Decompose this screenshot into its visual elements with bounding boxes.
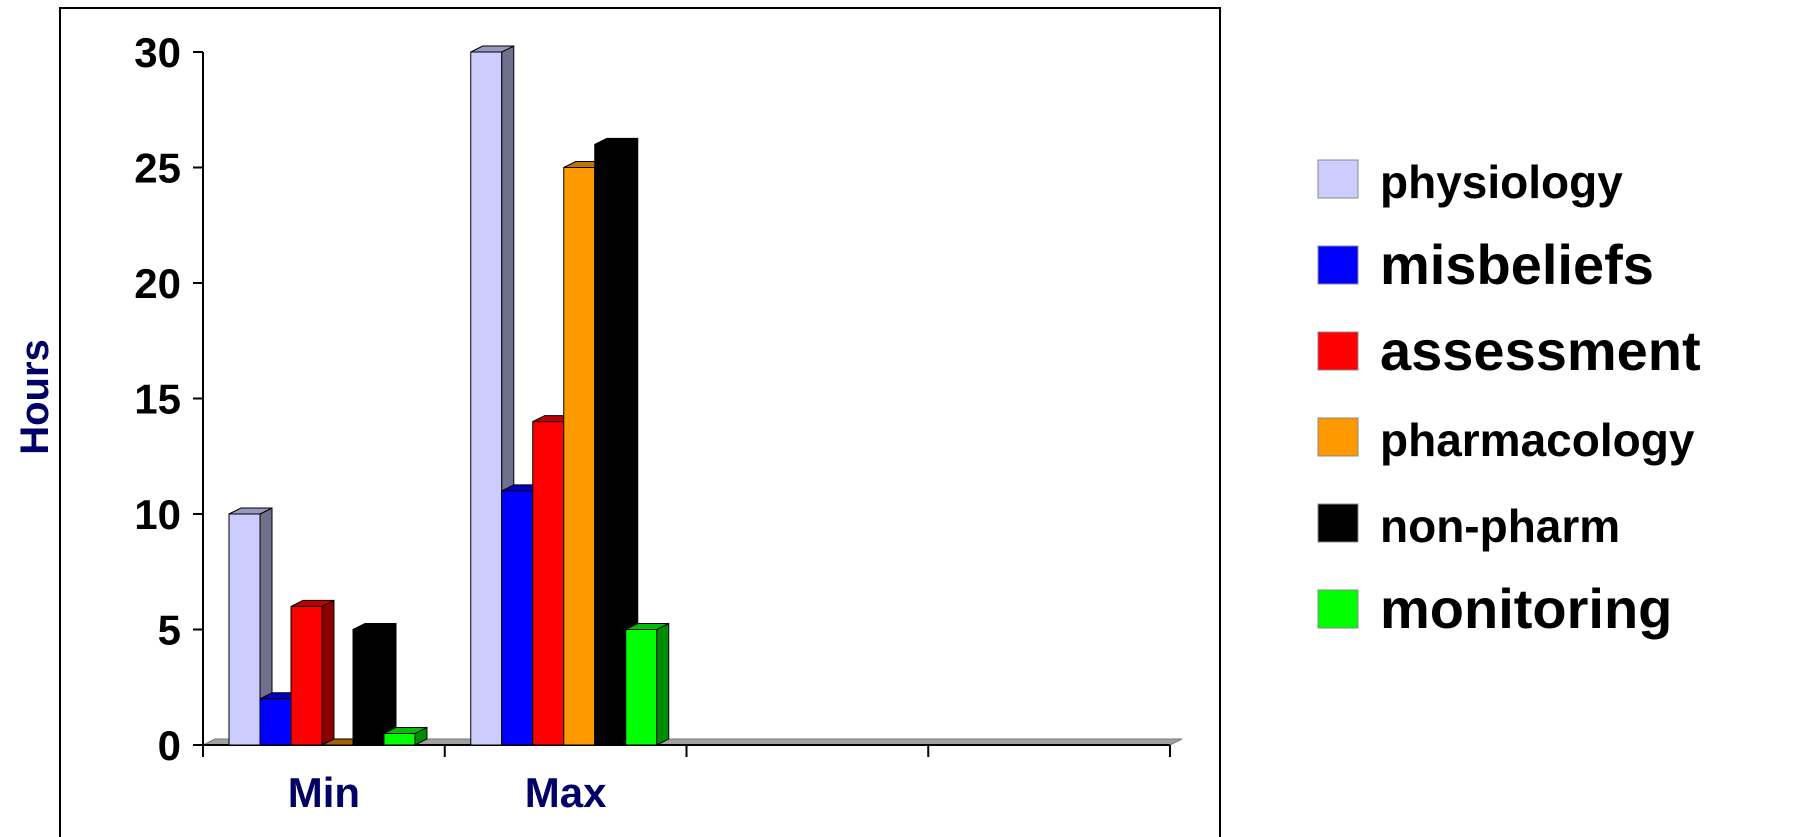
y-axis-label: Hours <box>13 339 57 455</box>
legend-label: non-pharm <box>1380 500 1620 552</box>
bar-front <box>290 605 323 746</box>
bar <box>290 599 335 746</box>
bar-top <box>352 623 397 630</box>
legend-label: misbeliefs <box>1380 233 1654 296</box>
bar-top <box>383 726 428 734</box>
x-category-label: Min <box>288 769 360 816</box>
bar-top <box>470 45 514 53</box>
bar <box>228 507 273 746</box>
bar-side <box>321 599 335 746</box>
bar-front <box>625 629 658 746</box>
bar-top <box>290 599 335 607</box>
bar-top <box>594 137 638 145</box>
legend-label: physiology <box>1380 156 1623 208</box>
bar-front <box>259 698 292 746</box>
legend-item: misbeliefs <box>1317 233 1654 296</box>
legend-label: assessment <box>1380 319 1701 382</box>
bar-front <box>228 513 261 746</box>
legend-item: physiology <box>1317 156 1623 208</box>
bar-front <box>501 490 534 746</box>
bar-front <box>594 143 627 746</box>
bar-front <box>532 421 565 746</box>
axes: 0 5 10 15 20 25 30 Min Max <box>134 29 1171 816</box>
legend-label: monitoring <box>1380 577 1672 640</box>
bar-top <box>228 507 273 515</box>
legend-item: monitoring <box>1317 577 1672 640</box>
bar-side <box>656 622 670 746</box>
bar-side <box>383 622 397 746</box>
bar-front <box>352 629 385 746</box>
y-tick-label: 30 <box>134 29 181 76</box>
legend-label: pharmacology <box>1380 414 1695 466</box>
legend-swatch <box>1317 159 1359 199</box>
y-tick-label: 5 <box>158 607 181 654</box>
y-tick-label: 10 <box>134 491 181 538</box>
legend-item: pharmacology <box>1317 414 1695 466</box>
bar-front <box>470 51 503 746</box>
bar-top <box>625 623 669 630</box>
legend-item: assessment <box>1317 319 1701 382</box>
legend-swatch <box>1317 331 1359 371</box>
y-tick-label: 20 <box>134 260 181 307</box>
legend-swatch <box>1317 417 1359 457</box>
legend-item: non-pharm <box>1317 500 1620 552</box>
bars <box>228 45 670 746</box>
bar <box>625 622 670 746</box>
y-tick-label: 25 <box>134 145 181 192</box>
legend-swatch <box>1317 589 1359 629</box>
x-category-label: Max <box>525 769 607 816</box>
legend-swatch <box>1317 245 1359 285</box>
bar <box>352 622 397 746</box>
y-tick-label: 15 <box>134 376 181 423</box>
legend-swatch <box>1317 503 1359 543</box>
bar <box>383 726 428 746</box>
y-tick-label: 0 <box>158 722 181 769</box>
legend: physiology misbeliefs assessment pharmacolo… <box>1317 156 1701 640</box>
bar-front <box>563 167 596 746</box>
bar-front <box>383 732 416 746</box>
